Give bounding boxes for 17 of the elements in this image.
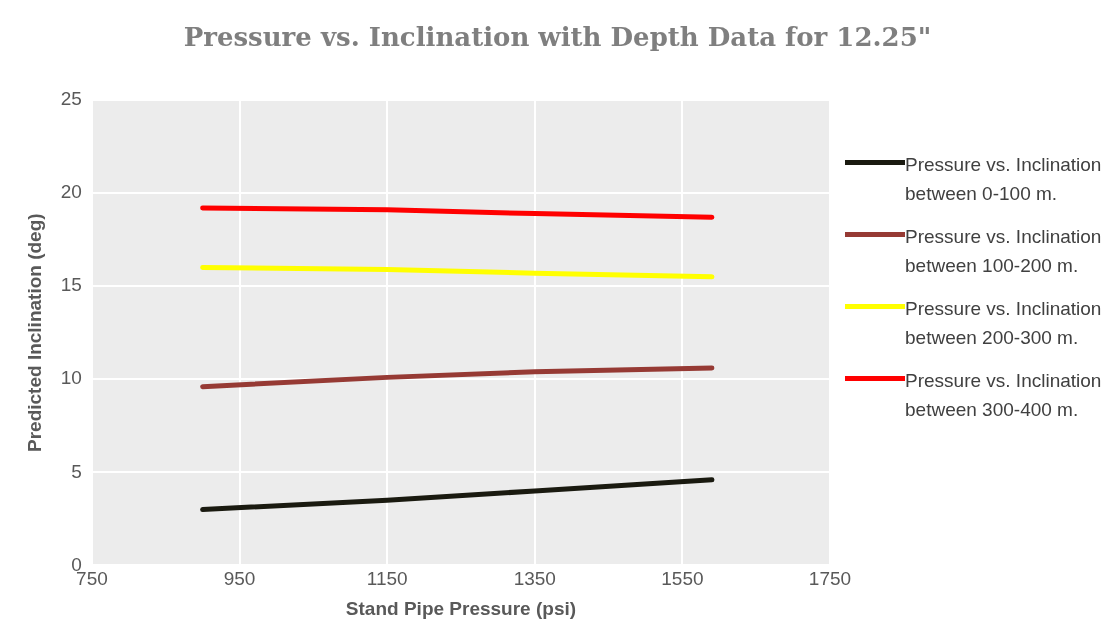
x-tick-label: 950 xyxy=(223,568,256,590)
y-axis-title: Predicted Inclination (deg) xyxy=(23,213,45,452)
legend-label: Pressure vs. Inclination between 200-300 m. xyxy=(905,297,1103,350)
x-axis-title: Stand Pipe Pressure (psi) xyxy=(345,597,577,619)
x-tick-label: 1550 xyxy=(661,568,704,590)
y-tick-label: 10 xyxy=(60,367,82,389)
y-tick-label: 20 xyxy=(60,181,82,203)
x-tick-label: 1750 xyxy=(808,568,852,590)
legend-label: Pressure vs. Inclination between 0-100 m. xyxy=(905,153,1103,206)
legend-label: Pressure vs. Inclination between 100-200 m. xyxy=(905,225,1103,278)
y-tick-label: 15 xyxy=(60,274,82,296)
legend-label: Pressure vs. Inclination between 300-400 m. xyxy=(905,369,1103,422)
y-tick-label: 25 xyxy=(60,88,82,110)
chart-title: Pressure vs. Inclination with Depth Data for 12.25" xyxy=(182,22,933,52)
x-tick-label: 1150 xyxy=(366,568,408,590)
y-tick-label: 5 xyxy=(71,460,82,482)
x-tick-label: 1350 xyxy=(513,568,556,590)
